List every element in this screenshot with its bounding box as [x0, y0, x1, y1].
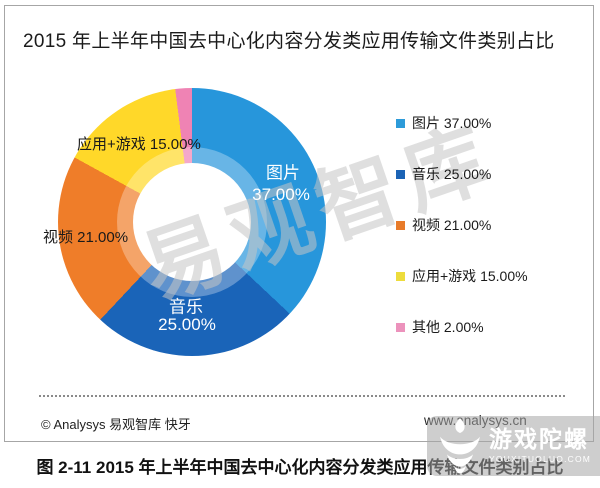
- legend-label: 其他 2.00%: [412, 319, 484, 335]
- legend-item-picture: 图片 37.00%: [396, 113, 491, 133]
- legend-marker: [396, 220, 405, 230]
- legend-marker: [396, 271, 405, 281]
- legend-item-other: 其他 2.00%: [396, 317, 484, 337]
- chart-card: 2015 年上半年中国去中心化内容分发类应用传输文件类别占比 易观智库 图片 3…: [4, 5, 594, 442]
- legend-label: 视频 21.00%: [412, 217, 492, 233]
- spinning-top-icon: [440, 418, 480, 474]
- logo-title: 游戏陀螺: [489, 426, 589, 452]
- legend-item-apps-games: 应用+游戏 15.00%: [396, 266, 528, 286]
- dotted-separator: [39, 395, 565, 397]
- legend-label: 应用+游戏 15.00%: [412, 268, 528, 284]
- legend-item-music: 音乐 25.00%: [396, 164, 491, 184]
- legend-marker: [396, 322, 405, 332]
- legend-label: 图片 37.00%: [412, 115, 492, 131]
- slice-label-music-name: 音乐: [169, 297, 203, 317]
- slice-label-picture-name: 图片: [266, 163, 300, 183]
- logo-subtitle: YOUXITUOLUO.COM: [489, 454, 592, 464]
- legend-marker: [396, 118, 405, 128]
- slice-label-apps-games: 应用+游戏 15.00%: [77, 136, 201, 153]
- copyright-text: © Analysys 易观智库 快牙: [41, 417, 191, 432]
- donut-hole: [133, 163, 251, 281]
- logo-watermark-box: 游戏陀螺 YOUXITUOLUO.COM: [427, 416, 600, 476]
- legend-marker: [396, 169, 405, 179]
- logo-text-block: 游戏陀螺 YOUXITUOLUO.COM: [489, 426, 592, 465]
- slice-label-video: 视频 21.00%: [43, 229, 129, 246]
- chart-title: 2015 年上半年中国去中心化内容分发类应用传输文件类别占比: [23, 31, 555, 52]
- legend-label: 音乐 25.00%: [412, 166, 492, 182]
- slice-label-music-value: 25.00%: [158, 315, 216, 334]
- slice-label-picture-value: 37.00%: [252, 185, 310, 204]
- legend-item-video: 视频 21.00%: [396, 215, 491, 235]
